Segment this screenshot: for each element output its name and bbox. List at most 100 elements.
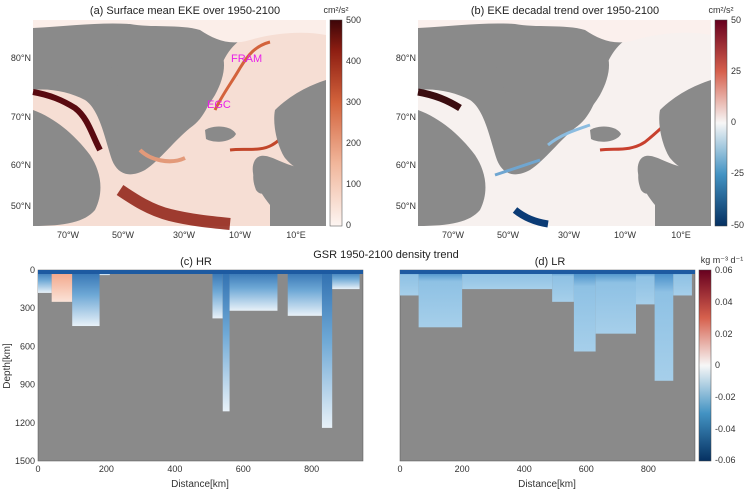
panel-d-title: (d) LR <box>535 256 566 268</box>
section-column <box>673 270 692 296</box>
map-a-greenland <box>110 32 225 141</box>
map-b-trend-neg-2 <box>494 158 541 177</box>
map-b-lat-ticks: 80°N 70°N 60°N 50°N <box>396 53 416 211</box>
section-d-axes: 0 200 400 600 800 <box>397 464 655 474</box>
b-lat-tick-80n: 80°N <box>396 53 416 63</box>
y-tick-label: 1500 <box>15 456 35 466</box>
section-c-xlabel: Distance[km] <box>171 479 229 490</box>
x-tick-label: 600 <box>579 464 594 474</box>
map-b-iceland <box>590 126 621 142</box>
lat-tick-50n: 50°N <box>11 201 31 211</box>
cbar-b-tick-50: 50 <box>731 15 741 25</box>
b-lon-tick-10e: 10°E <box>671 230 691 240</box>
cbar-a-tick-0: 0 <box>346 220 351 230</box>
map-a-scandinavia <box>274 80 326 176</box>
x-tick-label: 200 <box>455 464 470 474</box>
center-title: GSR 1950-2100 density trend <box>313 249 459 261</box>
map-b-labrador <box>418 110 486 226</box>
map-b-ocean <box>418 22 711 226</box>
map-b-trend-pos-1 <box>417 88 462 111</box>
section-c-columns <box>38 270 363 428</box>
b-lon-tick-30w: 30°W <box>558 230 581 240</box>
section-column <box>332 270 360 290</box>
map-b-uk <box>638 163 656 194</box>
cbar-d-tick-4: -0.02 <box>715 392 736 402</box>
x-tick-label: 800 <box>304 464 319 474</box>
map-a-eke-streak-5 <box>138 148 186 164</box>
section-column <box>287 270 322 316</box>
map-a-eke-streak-2 <box>116 185 231 230</box>
map-a-labrador <box>33 110 101 226</box>
colorbar-b-unit: cm²/s² <box>709 5 734 15</box>
x-tick-label: 0 <box>397 464 402 474</box>
x-tick-label: 200 <box>99 464 114 474</box>
map-b-scandinavia <box>659 80 711 176</box>
section-column <box>400 270 419 296</box>
x-tick-label: 600 <box>236 464 251 474</box>
cbar-d-tick-1: 0.04 <box>715 297 733 307</box>
section-column <box>321 270 333 428</box>
section-column <box>573 270 596 352</box>
map-a-eke-streak-1 <box>32 89 103 152</box>
cbar-a-tick-500: 500 <box>346 15 361 25</box>
lon-tick-10w: 10°W <box>229 230 252 240</box>
y-tick-label: 300 <box>20 303 35 313</box>
x-tick-label: 800 <box>641 464 656 474</box>
cbar-d-tick-6: -0.06 <box>715 455 736 465</box>
colorbar-a <box>329 19 343 227</box>
cbar-b-tick-n50: -50 <box>731 220 744 230</box>
map-a-ocean <box>33 22 326 226</box>
cbar-a-tick-400: 400 <box>346 56 361 66</box>
map-a-iceland <box>205 126 236 142</box>
map-b-arctic <box>418 20 711 43</box>
colorbar-d <box>698 269 712 462</box>
section-column <box>636 270 655 305</box>
b-lon-tick-70w: 70°W <box>442 230 465 240</box>
y-tick-label: 1200 <box>15 418 35 428</box>
section-column <box>72 270 100 327</box>
panel-a: (a) Surface mean EKE over 1950-2100 FRAM… <box>11 5 361 240</box>
region-label-egc: EGC <box>207 99 231 111</box>
section-column <box>552 270 574 302</box>
y-tick-label: 900 <box>20 380 35 390</box>
section-column <box>229 270 278 311</box>
b-lat-tick-50n: 50°N <box>396 201 416 211</box>
section-column <box>51 270 73 302</box>
section-c-axes: 0 200 400 600 800 0 300 600 900 1200 1500 <box>15 265 319 474</box>
panel-b: (b) EKE decadal trend over 1950-2100 80°… <box>396 5 744 240</box>
lat-tick-70n: 70°N <box>11 112 31 122</box>
panel-c-title: (c) HR <box>180 256 212 268</box>
b-lat-tick-60n: 60°N <box>396 160 416 170</box>
map-a-eke-streak-3 <box>213 40 271 111</box>
colorbar-a-ticks: 500 400 300 200 100 0 <box>346 15 361 230</box>
x-tick-label: 0 <box>35 464 40 474</box>
section-column <box>462 270 553 290</box>
x-tick-label: 400 <box>517 464 532 474</box>
lon-tick-50w: 50°W <box>112 230 135 240</box>
section-column <box>654 270 674 381</box>
map-b-trend-neg-3 <box>547 123 591 147</box>
cbar-b-tick-25: 25 <box>731 66 741 76</box>
colorbar-d-unit: kg m⁻³ d⁻¹ <box>701 255 744 265</box>
lon-tick-70w: 70°W <box>57 230 80 240</box>
section-c-ylabel: Depth[km] <box>2 343 13 389</box>
cbar-a-tick-100: 100 <box>346 179 361 189</box>
section-column <box>595 270 636 334</box>
region-label-fram: FRAM <box>231 53 262 65</box>
lat-tick-60n: 60°N <box>11 160 31 170</box>
b-lon-tick-50w: 50°W <box>497 230 520 240</box>
section-column <box>222 270 230 412</box>
map-b-greenland <box>495 32 610 141</box>
section-d-xlabel: Distance[km] <box>518 479 576 490</box>
b-lat-tick-70n: 70°N <box>396 112 416 122</box>
cbar-a-tick-200: 200 <box>346 138 361 148</box>
colorbar-b-ticks: 50 25 0 -25 -50 <box>731 15 744 230</box>
section-column <box>212 270 223 319</box>
map-a-lon-ticks: 70°W 50°W 30°W 10°W 10°E <box>57 230 306 240</box>
panel-b-title: (b) EKE decadal trend over 1950-2100 <box>471 5 659 17</box>
map-a-uk <box>253 163 271 194</box>
b-lon-tick-10w: 10°W <box>614 230 637 240</box>
cbar-b-tick-0: 0 <box>731 117 736 127</box>
cbar-d-tick-2: 0.02 <box>715 329 733 339</box>
